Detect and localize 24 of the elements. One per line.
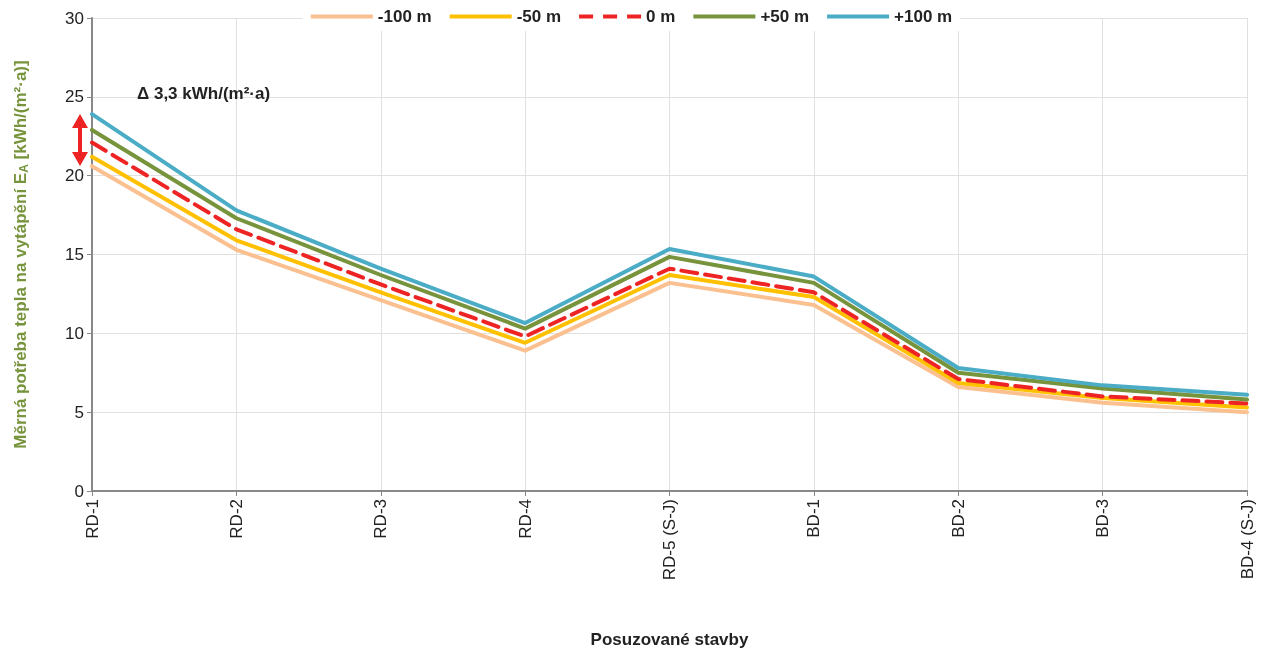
y-tick-label: 10 bbox=[65, 323, 84, 343]
y-axis-title: Měrná potřeba tepla na vytápění EA [kWh/(m²·a)] bbox=[10, 60, 31, 449]
x-tick-label: BD-4 (S-J) bbox=[1237, 499, 1257, 580]
y-tick-label: 15 bbox=[65, 245, 84, 264]
x-tick-label: RD-5 (S-J) bbox=[660, 499, 679, 581]
legend-label: 0 m bbox=[646, 7, 676, 26]
legend-label: +50 m bbox=[760, 7, 810, 26]
x-tick-label: RD-4 bbox=[515, 499, 535, 539]
legend-label: -50 m bbox=[516, 7, 562, 26]
x-axis-title: Posuzované stavby bbox=[590, 630, 749, 649]
x-tick-label: RD-2 bbox=[226, 499, 246, 539]
y-tick-label: 25 bbox=[65, 87, 84, 107]
y-tick-label: 0 bbox=[74, 481, 84, 501]
x-tick-label: BD-3 bbox=[1093, 499, 1113, 538]
x-tick-label: BD-1 bbox=[804, 499, 824, 538]
legend-label: +100 m bbox=[894, 7, 953, 26]
y-tick-label: 30 bbox=[65, 8, 84, 28]
legend-label: -100 m bbox=[377, 7, 432, 26]
annotation: Δ 3,3 kWh/(m²·a) bbox=[137, 84, 271, 104]
x-tick-label: RD-1 bbox=[82, 499, 102, 539]
y-tick-label: 20 bbox=[65, 166, 84, 186]
x-tick-label: RD-3 bbox=[371, 499, 391, 539]
x-tick-label: BD-2 bbox=[948, 499, 968, 538]
y-tick-label: 5 bbox=[74, 402, 84, 422]
